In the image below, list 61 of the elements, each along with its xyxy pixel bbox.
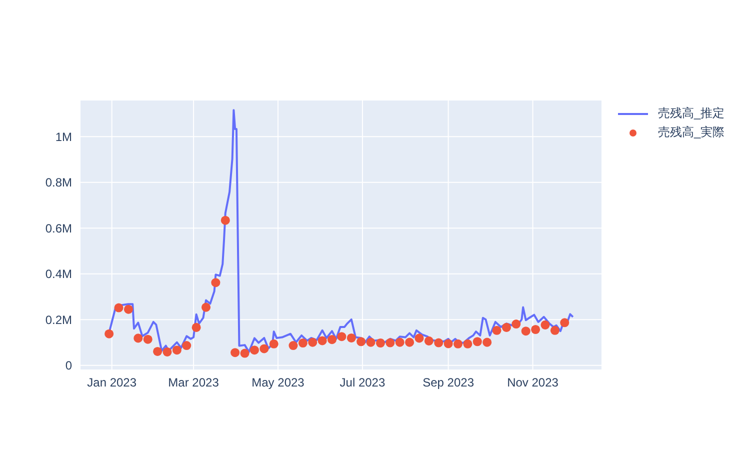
x-tick-label: Jul 2023 — [340, 376, 386, 390]
point — [395, 338, 404, 347]
point — [104, 329, 114, 338]
point — [521, 326, 530, 336]
y-tick-label: 1M — [55, 130, 72, 144]
point — [220, 216, 230, 225]
point — [540, 320, 550, 330]
y-tick-label: 0 — [65, 358, 72, 373]
point — [153, 346, 162, 356]
point — [230, 348, 240, 358]
point — [414, 334, 424, 343]
point — [211, 278, 220, 288]
point — [405, 338, 414, 347]
x-tick-label: Jan 2023 — [87, 376, 137, 390]
point — [502, 322, 511, 332]
x-tick-label: May 2023 — [252, 376, 305, 390]
point — [250, 346, 259, 355]
point — [162, 347, 172, 356]
point — [327, 335, 337, 344]
point — [512, 320, 521, 329]
point — [298, 338, 308, 348]
point — [531, 324, 540, 334]
y-tick-label: 0.8M — [45, 176, 72, 190]
x-tick-label: Sep 2023 — [422, 376, 474, 390]
point — [269, 339, 278, 348]
point — [356, 337, 366, 346]
point — [114, 303, 124, 312]
y-tick-label: 0.6M — [45, 221, 72, 236]
point — [453, 339, 463, 348]
point — [182, 341, 192, 350]
point — [143, 334, 152, 344]
point — [560, 318, 570, 328]
point — [366, 338, 376, 347]
legend-label: 売残高_実際 — [658, 124, 725, 141]
point — [337, 332, 346, 342]
point — [434, 338, 444, 348]
y-tick-label: 0.2M — [45, 312, 72, 327]
point — [192, 322, 201, 332]
point — [346, 333, 356, 342]
point — [444, 339, 453, 348]
point — [463, 339, 472, 348]
point — [201, 302, 211, 312]
x-tick-label: Mar 2023 — [168, 376, 220, 390]
point — [386, 338, 395, 348]
x-tick-label: Nov 2023 — [507, 376, 559, 390]
point — [318, 336, 327, 346]
point — [550, 326, 560, 335]
point — [260, 344, 269, 354]
point — [492, 326, 502, 335]
point — [472, 337, 482, 346]
point — [288, 341, 298, 350]
point — [424, 336, 434, 346]
point — [240, 348, 250, 358]
legend-label: 売残高_推定 — [658, 105, 725, 122]
point — [308, 338, 318, 347]
point — [124, 304, 133, 314]
y-tick-label: 0.4M — [45, 267, 72, 282]
point — [482, 338, 492, 347]
point — [134, 334, 143, 343]
point — [172, 346, 182, 355]
point — [376, 338, 385, 348]
